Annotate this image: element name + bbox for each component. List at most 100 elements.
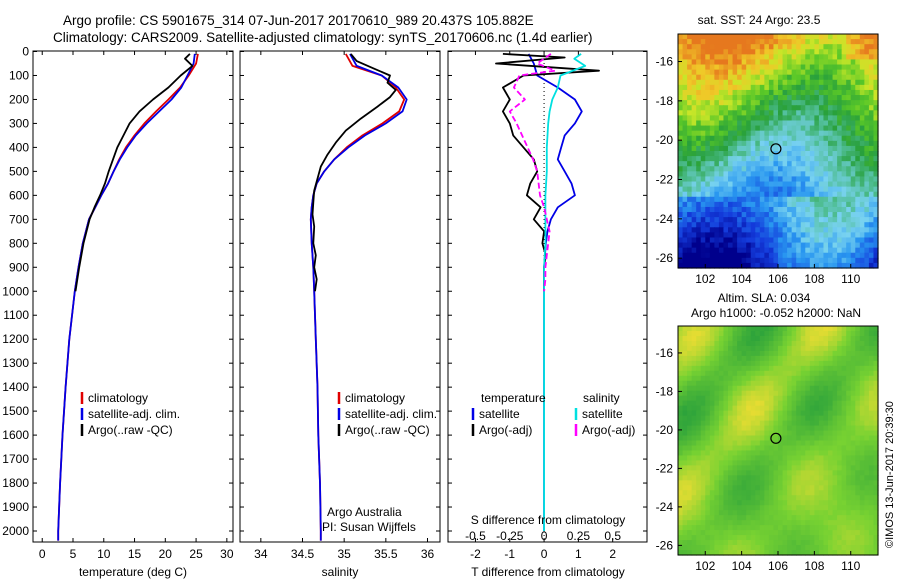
map-cell: [696, 350, 702, 357]
map-cell: [759, 120, 765, 127]
map-cell: [741, 84, 747, 91]
map-cell: [773, 365, 779, 372]
map-cell: [805, 480, 811, 486]
map-cell: [873, 535, 879, 541]
map-cell: [809, 465, 815, 471]
map-cell: [814, 252, 820, 259]
map-cell: [855, 135, 861, 142]
map-cell: [823, 95, 829, 101]
map-cell: [773, 395, 779, 402]
map-cell: [791, 49, 797, 55]
map-cell: [873, 385, 879, 392]
map-cell: [687, 54, 693, 61]
map-cell: [755, 227, 761, 233]
map-cell: [787, 151, 793, 157]
map-cell: [714, 430, 720, 437]
map-cell: [687, 505, 693, 511]
salinity-xtick-label: 35: [337, 547, 351, 561]
map-cell: [696, 326, 702, 332]
map-cell: [750, 405, 756, 412]
map-cell: [782, 105, 788, 111]
map-cell: [709, 370, 715, 377]
map-cell: [841, 465, 847, 471]
map-cell: [723, 505, 729, 511]
map-cell: [818, 222, 825, 228]
map-cell: [823, 39, 829, 45]
map-cell: [732, 242, 738, 249]
map-cell: [718, 49, 725, 55]
map-cell: [687, 430, 693, 437]
map-cell: [814, 74, 820, 81]
map-cell: [832, 100, 838, 106]
map-cell: [814, 370, 820, 377]
map-cell: [773, 390, 779, 397]
map-cell: [705, 227, 711, 233]
map-cell: [746, 400, 752, 407]
map-cell: [823, 217, 829, 223]
map-cell: [691, 145, 697, 152]
map-cell: [796, 445, 802, 452]
map-cell: [773, 495, 779, 501]
map-cell: [868, 545, 875, 551]
map-cell: [782, 445, 788, 452]
map-cell: [864, 500, 870, 506]
map-cell: [682, 242, 688, 249]
map-cell: [809, 330, 815, 337]
map-cell: [718, 222, 725, 228]
map-cell: [773, 545, 779, 551]
map-cell: [873, 485, 879, 491]
map-cell: [741, 105, 747, 111]
map-cell: [737, 110, 743, 116]
map-cell: [873, 115, 879, 122]
map-cell: [800, 470, 806, 476]
map-cell: [782, 145, 788, 152]
map-cell: [741, 201, 747, 208]
map-cell: [782, 110, 788, 116]
map-cell: [846, 335, 852, 342]
map-cell: [700, 110, 706, 116]
map-cell: [709, 445, 715, 452]
map-cell: [855, 465, 861, 471]
map-cell: [759, 435, 765, 442]
map-cell: [846, 500, 852, 506]
map-cell: [741, 335, 747, 342]
map-cell: [805, 470, 811, 476]
map-cell: [678, 540, 684, 546]
map-cell: [691, 212, 697, 218]
map-cell: [800, 365, 806, 372]
map-cell: [750, 201, 756, 208]
map-cell: [746, 390, 752, 397]
map-cell: [787, 395, 793, 402]
map-cell: [750, 365, 756, 372]
map-cell: [764, 34, 770, 40]
map-cell: [709, 125, 715, 132]
map-cell: [846, 161, 852, 167]
map-cell: [864, 262, 870, 269]
map-cell: [837, 84, 843, 91]
map-cell: [691, 475, 697, 481]
map-cell: [737, 191, 743, 198]
map-cell: [705, 232, 711, 239]
map-cell: [732, 237, 738, 244]
map-cell: [855, 49, 861, 55]
map-cell: [755, 520, 761, 526]
map-cell: [805, 440, 811, 447]
map-cell: [855, 105, 861, 111]
map-cell: [787, 410, 793, 417]
map-cell: [796, 84, 802, 91]
map-cell: [778, 64, 784, 71]
map-cell: [696, 120, 702, 127]
map-cell: [868, 445, 875, 452]
map-cell: [714, 345, 720, 352]
map-cell: [873, 135, 879, 142]
map-cell: [737, 425, 743, 432]
map-cell: [687, 400, 693, 407]
map-cell: [837, 390, 843, 397]
map-cell: [778, 326, 784, 332]
map-cell: [814, 435, 820, 442]
map-cell: [868, 74, 875, 81]
map-cell: [791, 380, 797, 387]
map-cell: [873, 345, 879, 352]
map-cell: [809, 115, 815, 122]
map-cell: [746, 510, 752, 516]
